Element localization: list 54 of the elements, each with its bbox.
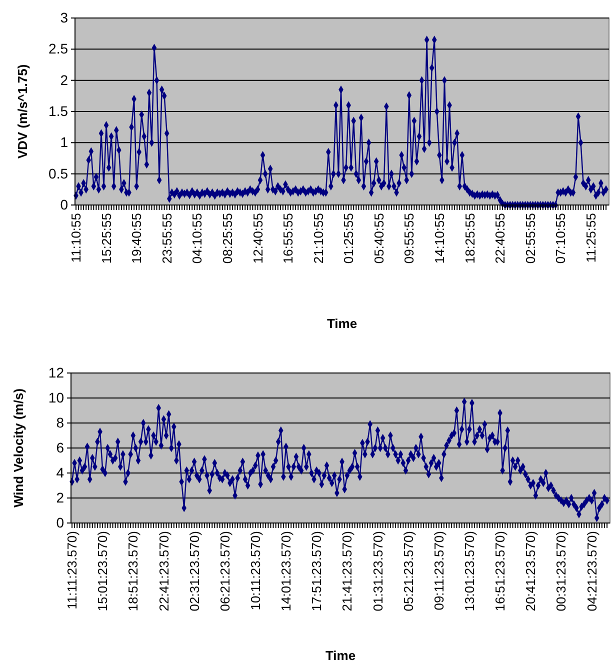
y-tick-label: 3 <box>60 9 68 26</box>
y-tick-label: 6 <box>56 439 64 456</box>
x-axis-title: Time <box>326 316 358 331</box>
x-tick-label: 11:11:23.570) <box>64 531 80 610</box>
y-tick-label: 2.5 <box>48 40 68 57</box>
x-tick-label: 10:11:23.570) <box>248 531 263 610</box>
y-tick-label: 10 <box>48 389 64 406</box>
y-axis-title: VDV (m/s^1.75) <box>15 64 30 159</box>
x-tick-label: 22:40:55 <box>492 213 508 264</box>
x-tick-label: 05:21:23.570) <box>400 531 416 612</box>
x-tick-label: 22:41:23.570) <box>156 531 172 612</box>
x-tick-label: 19:40:55 <box>129 213 144 264</box>
x-tick-label: 06:21:23.570) <box>217 531 232 612</box>
y-tick-label: 0.5 <box>48 165 68 182</box>
x-tick-label: 21:41:23.570) <box>340 531 355 612</box>
x-tick-label: 04:10:55 <box>190 213 205 264</box>
x-axis-title: Time <box>325 648 356 663</box>
x-tick-label: 05:40:55 <box>371 213 386 264</box>
x-tick-label: 14:01:23.570) <box>278 531 294 612</box>
x-tick-label: 18:51:23.570) <box>126 531 141 612</box>
x-tick-label: 08:25:55 <box>220 213 235 264</box>
x-tick-label: 11:25:55 <box>583 213 598 263</box>
x-tick-label: 17:51:23.570) <box>309 531 324 612</box>
x-tick-label: 11:10:55 <box>68 213 84 263</box>
x-tick-label: 00:31:23.570) <box>554 531 569 612</box>
x-tick-label: 14:10:55 <box>432 213 447 264</box>
y-tick-label: 1 <box>60 134 68 150</box>
y-tick-label: 8 <box>56 414 64 430</box>
x-tick-label: 18:25:55 <box>462 213 478 264</box>
x-tick-label: 15:25:55 <box>98 213 114 264</box>
x-tick-label: 16:55:55 <box>280 213 296 264</box>
x-tick-label: 02:55:55 <box>522 213 538 264</box>
x-tick-label: 21:10:55 <box>310 213 326 264</box>
x-tick-label: 01:25:55 <box>341 213 356 264</box>
y-tick-label: 0 <box>60 196 68 212</box>
x-tick-label: 01:31:23.570) <box>370 531 386 612</box>
x-tick-label: 16:51:23.570) <box>492 531 508 612</box>
x-tick-label: 13:01:23.570) <box>462 531 477 612</box>
y-tick-label: 1.5 <box>48 102 68 119</box>
y-tick-label: 4 <box>56 464 64 480</box>
x-tick-label: 09:11:23.570) <box>431 531 446 610</box>
y-tick-label: 0 <box>56 514 64 530</box>
y-tick-label: 2 <box>56 489 64 506</box>
x-tick-label: 04:21:23.570) <box>584 531 600 612</box>
x-tick-label: 12:40:55 <box>250 213 266 264</box>
y-tick-label: 12 <box>48 364 64 380</box>
x-tick-label: 20:41:23.570) <box>523 531 538 612</box>
x-tick-label: 15:01:23.570) <box>95 531 110 612</box>
x-tick-label: 02:31:23.570) <box>186 531 202 612</box>
y-tick-label: 2 <box>60 72 68 88</box>
x-tick-label: 09:55:55 <box>402 213 417 264</box>
y-axis-title: Wind Velocity (m/s) <box>11 388 26 508</box>
x-tick-label: 07:10:55 <box>553 213 568 264</box>
x-tick-label: 23:55:55 <box>159 213 174 264</box>
